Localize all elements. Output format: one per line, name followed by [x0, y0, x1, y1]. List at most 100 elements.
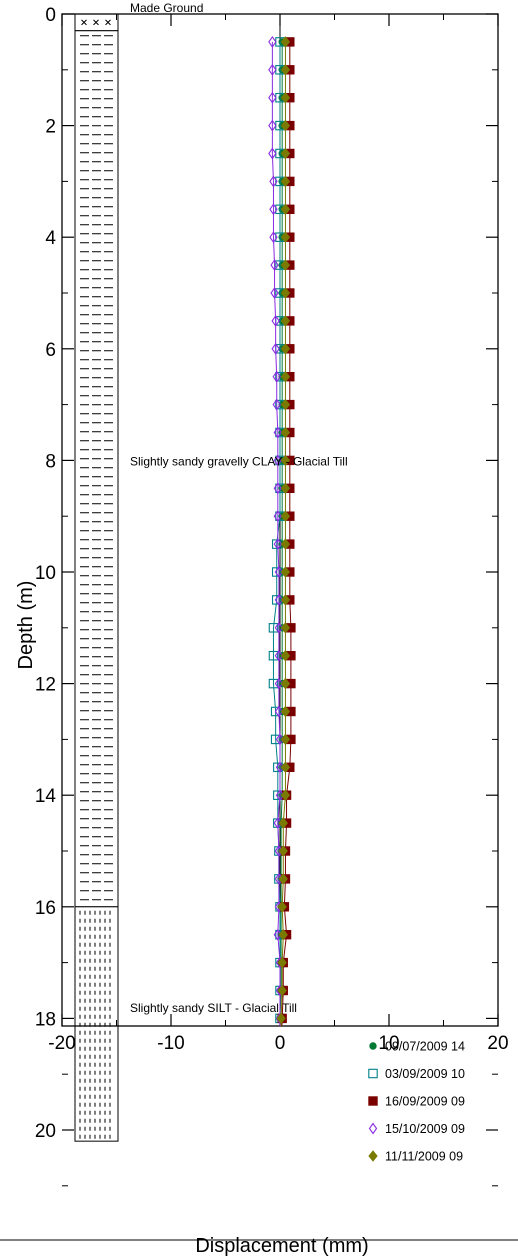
- data-point: [278, 928, 288, 941]
- data-point: [268, 119, 277, 132]
- data-point: [269, 231, 278, 244]
- data-point: [273, 538, 282, 551]
- data-point: [277, 956, 287, 969]
- data-point: [277, 1071, 283, 1077]
- data-point: [280, 259, 291, 271]
- annotations: Made Ground Slightly sandy gravelly CLAY …: [130, 1, 348, 1015]
- data-point: [280, 231, 291, 244]
- y-tick-label: 10: [35, 563, 56, 584]
- data-point: [270, 287, 279, 299]
- data-point: [268, 147, 277, 160]
- data-point: [277, 1097, 284, 1107]
- stratum-box: [74, 30, 119, 908]
- series-line: [279, 41, 283, 1026]
- legend-entry: 09/07/2009 14: [369, 1040, 465, 1054]
- data-point: [276, 1012, 286, 1025]
- data-point: [268, 35, 277, 48]
- data-point: [277, 1098, 285, 1106]
- legend-label: 03/09/2009 10: [385, 1067, 465, 1081]
- annotation-label: Made Ground: [130, 1, 203, 15]
- series-line: [281, 41, 292, 1026]
- data-point: [274, 677, 284, 690]
- series-3: [268, 35, 285, 1135]
- data-point: [272, 398, 281, 411]
- data-point: [280, 287, 291, 299]
- x-tick-label: 20: [487, 1033, 508, 1054]
- data-point: [272, 370, 281, 383]
- strata-column: [74, 13, 119, 1142]
- x-tick-label: -20: [48, 1033, 75, 1054]
- series-4: [276, 36, 291, 1135]
- y-tick-label: 2: [45, 117, 56, 138]
- data-point: [270, 259, 279, 272]
- legend-label: 09/07/2009 14: [385, 1040, 465, 1054]
- data-point: [277, 900, 287, 913]
- series-line: [280, 41, 286, 1026]
- data-point: [273, 426, 282, 439]
- legend-label: 16/09/2009 09: [385, 1095, 465, 1109]
- data-point: [277, 1069, 284, 1079]
- data-point: [271, 314, 280, 327]
- data-point: [268, 91, 277, 104]
- y-tick-label: 14: [35, 786, 57, 807]
- legend-marker: [369, 1042, 377, 1050]
- x-axis-label: Displacement (mm): [195, 1235, 368, 1257]
- legend-label: 11/11/2009 09: [385, 1150, 463, 1164]
- data-point: [274, 621, 284, 634]
- data-point: [280, 342, 291, 355]
- legend-entry: 15/10/2009 09: [368, 1122, 465, 1136]
- y-tick-label: 0: [45, 5, 56, 26]
- data-point: [280, 147, 291, 160]
- stratum-cross: [74, 13, 119, 32]
- legend-entry: 11/11/2009 09: [368, 1150, 463, 1164]
- y-tick-label: 6: [45, 340, 56, 361]
- data-point: [268, 650, 279, 661]
- series-line: [272, 41, 281, 1026]
- data-point: [276, 1126, 284, 1134]
- data-point: [277, 1069, 285, 1079]
- data-point: [280, 36, 291, 48]
- data-point: [277, 1126, 285, 1134]
- annotation-label: Slightly sandy SILT - Glacial Till: [130, 1001, 297, 1015]
- stratum-vertical-dash: [74, 906, 119, 1142]
- data-point: [277, 1099, 283, 1105]
- x-tick-label: 10: [378, 1033, 399, 1054]
- data-point: [280, 426, 291, 439]
- data-point: [280, 398, 291, 411]
- data-point: [277, 984, 287, 997]
- data-point: [277, 1127, 283, 1133]
- data-point: [270, 706, 281, 717]
- stratum-hatch: [81, 19, 87, 26]
- legend-label: 15/10/2009 09: [385, 1122, 465, 1136]
- data-point: [280, 203, 291, 216]
- data-point: [274, 593, 284, 606]
- stratum-box: [74, 906, 119, 1142]
- data-point: [268, 678, 279, 689]
- data-point: [276, 1125, 284, 1135]
- data-point: [280, 315, 291, 327]
- data-point: [277, 1070, 285, 1078]
- data-point: [277, 1097, 285, 1107]
- data-point: [277, 1125, 284, 1135]
- y-tick-label: 12: [35, 675, 56, 696]
- data-point: [276, 1070, 284, 1078]
- data-point: [269, 203, 278, 216]
- data-point: [278, 845, 288, 857]
- data-point: [271, 342, 280, 355]
- data-point: [274, 649, 284, 662]
- data-point: [280, 63, 291, 76]
- data-point: [280, 454, 291, 467]
- y-tick-label: 16: [35, 898, 56, 919]
- data-point: [280, 510, 291, 523]
- data-point: [280, 175, 291, 188]
- legend-marker: [368, 1150, 378, 1162]
- x-tick-label: -10: [157, 1033, 184, 1054]
- data-point: [280, 566, 291, 578]
- data-point: [273, 454, 282, 467]
- data-point: [280, 649, 291, 662]
- annotation-label: Slightly sandy gravelly CLAY - Glacial T…: [130, 454, 348, 468]
- data-point: [276, 1098, 284, 1106]
- legend-marker: [368, 1096, 378, 1106]
- data-point: [280, 733, 291, 746]
